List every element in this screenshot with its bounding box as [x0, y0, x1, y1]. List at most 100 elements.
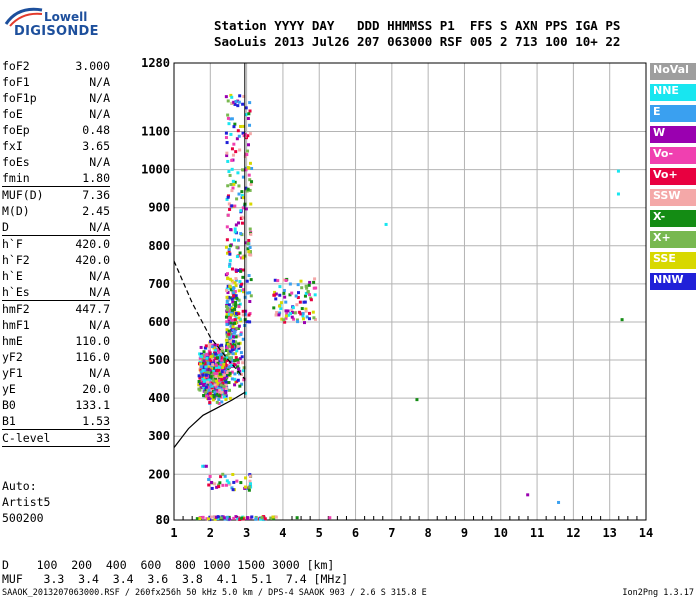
echo-point: [254, 517, 258, 521]
y-tick-label: 80: [156, 513, 170, 527]
echo-point: [307, 283, 311, 287]
echo-point: [198, 352, 202, 356]
echo-point: [226, 343, 230, 347]
param-value: N/A: [89, 107, 110, 121]
legend-item-nne: NNE: [650, 84, 696, 101]
echo-point: [234, 356, 238, 360]
echo-point: [204, 361, 208, 365]
echo-point: [247, 313, 251, 317]
isolated-echo-point: [616, 169, 620, 173]
echo-point: [300, 307, 304, 311]
echo-point: [208, 351, 212, 355]
param-value: N/A: [89, 220, 110, 234]
param-row: h`F2 420.0: [2, 252, 110, 268]
param-name: hmF2: [2, 302, 30, 316]
echo-point: [299, 279, 303, 283]
echo-point: [232, 302, 236, 306]
param-value: N/A: [89, 285, 110, 299]
echo-point: [238, 251, 242, 255]
echo-point: [212, 387, 216, 391]
echo-point: [249, 232, 253, 236]
version-label: Ion2Png 1.3.17: [622, 588, 694, 598]
echo-point: [271, 515, 275, 519]
echo-point: [227, 202, 231, 206]
echo-point: [235, 296, 239, 300]
echo-point: [232, 331, 236, 335]
echo-point: [229, 324, 233, 328]
echo-point: [235, 379, 239, 383]
echo-point: [258, 517, 262, 521]
echo-point: [218, 385, 222, 389]
echo-point: [232, 286, 236, 290]
logo-swoosh-icon: [4, 7, 43, 27]
echo-point: [223, 376, 227, 380]
echo-point: [213, 343, 217, 347]
echo-point: [248, 161, 252, 165]
echo-point: [230, 486, 234, 490]
echo-point: [208, 345, 212, 349]
echo-point: [288, 293, 292, 297]
param-name: yF1: [2, 366, 23, 380]
echo-point: [211, 363, 215, 367]
param-value: N/A: [89, 75, 110, 89]
echo-point: [254, 515, 258, 519]
echo-point: [198, 356, 202, 360]
legend-item-e: E: [650, 105, 696, 122]
header-labels: Station YYYY DAY DDD HHMMSS P1 FFS S AXN…: [214, 18, 621, 33]
echo-point: [211, 398, 215, 402]
echo-point: [231, 325, 235, 329]
echo-point: [236, 104, 240, 108]
echo-point: [233, 102, 237, 106]
echo-point: [214, 363, 218, 367]
echo-point: [279, 307, 283, 311]
echo-point: [195, 517, 199, 521]
echo-point: [214, 349, 218, 353]
param-name: yF2: [2, 350, 23, 364]
echo-point: [282, 288, 286, 292]
echo-point: [282, 318, 286, 322]
echo-point: [207, 349, 211, 353]
echo-point: [248, 320, 252, 324]
echo-point: [248, 227, 252, 231]
echo-point: [213, 390, 217, 394]
echo-point: [216, 347, 220, 351]
echo-point: [293, 311, 297, 315]
param-row: h`F 420.0: [2, 236, 110, 252]
echo-point: [225, 251, 229, 255]
param-row: MUF(D) 7.36: [2, 187, 110, 203]
echo-point: [248, 474, 252, 478]
echo-point: [246, 241, 250, 245]
echo-point: [217, 354, 221, 358]
legend-item-ssw: SSW: [650, 189, 696, 206]
echo-point: [288, 282, 292, 286]
echo-point: [284, 309, 288, 313]
echo-point: [230, 267, 234, 271]
echo-point: [231, 291, 235, 295]
echo-point: [213, 372, 217, 376]
echo-point: [249, 482, 253, 486]
param-name: foEp: [2, 123, 30, 137]
echo-point: [231, 342, 235, 346]
echo-point: [199, 368, 203, 372]
echo-point: [308, 280, 312, 284]
echo-point: [217, 394, 221, 398]
echo-point: [226, 370, 230, 374]
echo-point: [227, 332, 231, 336]
param-value: 0.48: [82, 123, 110, 137]
param-row: foF1p N/A: [2, 90, 110, 106]
echo-point: [231, 335, 235, 339]
echo-point: [244, 391, 248, 395]
echo-point: [228, 264, 232, 268]
echo-point: [245, 291, 249, 295]
echo-point: [227, 365, 231, 369]
echo-point: [215, 379, 219, 383]
isolated-echo-point: [415, 398, 419, 402]
echo-point: [291, 306, 295, 310]
echo-point: [312, 280, 316, 284]
echo-point: [233, 122, 237, 126]
echo-point: [224, 380, 228, 384]
echo-point: [203, 392, 207, 396]
y-tick-label: 200: [148, 467, 170, 481]
echo-point: [241, 168, 245, 172]
echo-point: [231, 488, 235, 492]
